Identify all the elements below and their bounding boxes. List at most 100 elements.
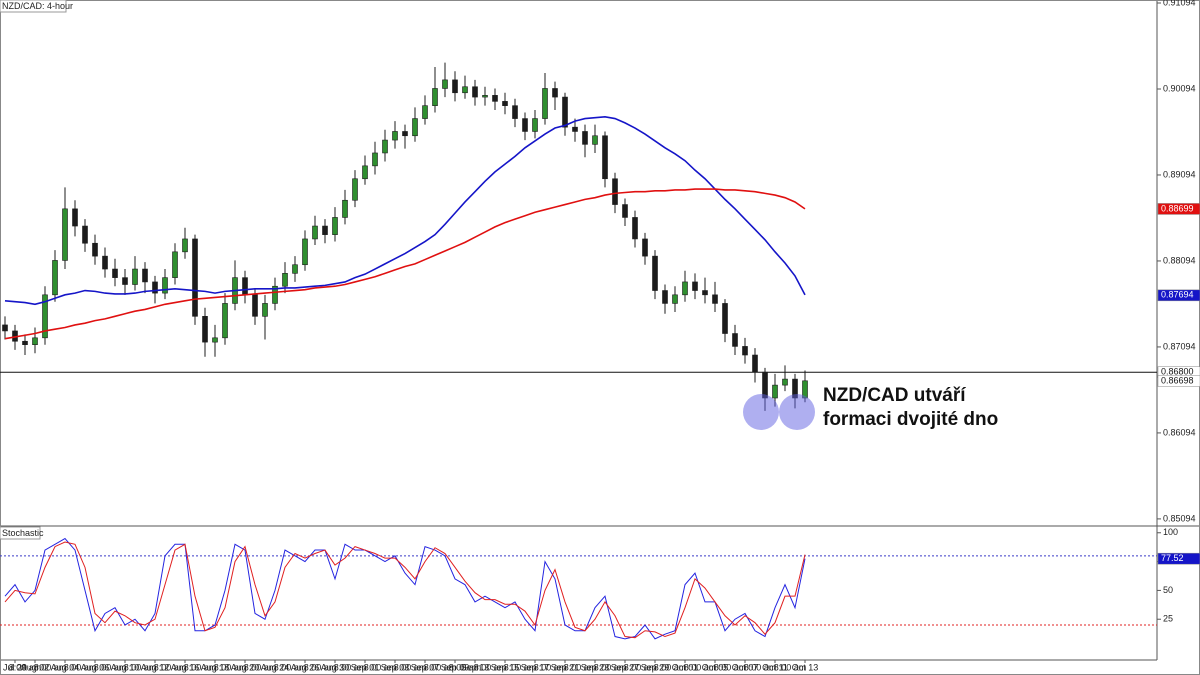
x-tick-label: Aug 16: [171, 662, 200, 672]
candle-body: [682, 281, 688, 296]
candle-body: [112, 268, 118, 278]
candle-body: [562, 96, 568, 128]
moving-average: [4, 116, 806, 306]
x-time-label: 8:00 am: [774, 662, 807, 672]
candle-body: [192, 238, 198, 317]
x-tick-label: Aug 04: [51, 662, 80, 672]
candle-body: [592, 135, 598, 145]
candle-body: [22, 340, 28, 345]
x-tick-label: Oct 11: [762, 662, 788, 672]
y-tick-label: 0.87094: [1163, 341, 1196, 351]
y-tick-label: 25: [1163, 614, 1173, 624]
candle-body: [272, 285, 278, 304]
price-tag-label: 77.52: [1161, 553, 1184, 563]
candle-body: [532, 118, 538, 132]
x-tick-label: Aug 24: [261, 662, 290, 672]
candle-body: [402, 131, 408, 137]
candle-body: [412, 118, 418, 137]
x-tick-label: Aug 20: [231, 662, 260, 672]
candle-body: [642, 238, 648, 257]
candle-body: [142, 268, 148, 283]
candle-body: [152, 281, 158, 294]
candle-body: [472, 86, 478, 98]
candle-body: [202, 316, 208, 343]
candle-body: [62, 208, 68, 261]
candle-body: [422, 105, 428, 119]
chart-title: NZD/CAD: 4-hour: [2, 1, 73, 11]
candle-body: [572, 126, 578, 132]
y-tick-label: 0.86094: [1163, 427, 1196, 437]
x-time-label: 8:00 am: [9, 662, 42, 672]
x-tick-label: Sep 29: [641, 662, 670, 672]
x-time-label: 8:00 am: [244, 662, 277, 672]
candle-body: [182, 238, 188, 253]
candle-body: [162, 277, 168, 294]
candle-body: [552, 88, 558, 98]
x-time-label: 8:00 am: [504, 662, 537, 672]
candle-body: [512, 105, 518, 119]
candle-body: [42, 294, 48, 339]
x-tick-label: Aug 26: [291, 662, 320, 672]
y-tick-label: 0.89094: [1163, 169, 1196, 179]
x-time-label: 8:00 am: [364, 662, 397, 672]
x-time-label: 8:00 am: [684, 662, 717, 672]
candle-body: [542, 88, 548, 119]
candle-body: [92, 242, 98, 257]
candle-body: [72, 208, 78, 227]
x-tick-label: Aug 18: [201, 662, 230, 672]
title-box: [0, 0, 67, 13]
candle-body: [32, 337, 38, 345]
candle-body: [772, 384, 778, 399]
candle-body: [782, 378, 788, 386]
x-tick-label: Aug 02: [21, 662, 50, 672]
x-tick-label: Sep 17: [521, 662, 550, 672]
candle-body: [752, 354, 758, 373]
stochastic-line: [4, 541, 806, 639]
x-tick-label: Oct 01: [672, 662, 699, 672]
price-tag: [1157, 203, 1200, 215]
candle-body: [762, 371, 768, 399]
candle-body: [612, 178, 618, 205]
x-time-label: 8:00 am: [474, 662, 507, 672]
x-time-label: 8:00 am: [564, 662, 597, 672]
candle-body: [312, 225, 318, 240]
indicator-title-box: [0, 526, 41, 540]
price-tag-label: 0.88699: [1161, 203, 1194, 213]
x-time-label: 8:00 am: [449, 662, 482, 672]
candle-body: [332, 217, 338, 235]
candle-body: [262, 303, 268, 317]
candle-body: [322, 225, 328, 235]
x-tick-label: Sep 21: [551, 662, 580, 672]
price-tag-label: 0.86698: [1161, 375, 1194, 385]
x-time-label: 8:00 am: [714, 662, 747, 672]
y-tick-label: 50: [1163, 585, 1173, 595]
y-tick-label: 100: [1163, 527, 1178, 537]
x-tick-label: Oct 05: [702, 662, 729, 672]
moving-average: [4, 188, 806, 340]
candle-body: [742, 346, 748, 356]
candle-body: [702, 290, 708, 296]
x-tick-label: Aug 12: [141, 662, 170, 672]
x-time-label: 8:00 am: [184, 662, 217, 672]
candle-body: [462, 86, 468, 94]
x-time-label: 8:00 am: [654, 662, 687, 672]
candle-body: [52, 260, 58, 296]
candle-body: [102, 255, 108, 270]
candle-body: [442, 79, 448, 89]
price-tag: [1157, 289, 1200, 302]
annotation: formaci dvojité dno: [823, 409, 998, 430]
candle-body: [632, 217, 638, 240]
candle-body: [212, 337, 218, 343]
candle-body: [282, 273, 288, 287]
price-tag-label: 0.86800: [1161, 367, 1194, 377]
x-tick-label: Sep 03: [381, 662, 410, 672]
x-time-label: 8:00 am: [34, 662, 67, 672]
x-time-label: 8:00 am: [534, 662, 567, 672]
x-time-label: 8:00 am: [304, 662, 337, 672]
candle-body: [392, 131, 398, 141]
candle-body: [352, 178, 358, 201]
x-tick-label: Oct 13: [792, 662, 819, 672]
candle-body: [432, 88, 438, 106]
